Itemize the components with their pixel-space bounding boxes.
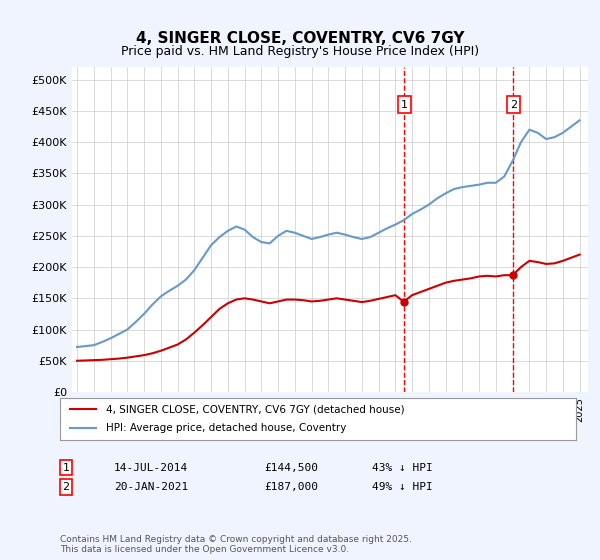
Text: 2: 2 xyxy=(510,100,517,110)
Text: Price paid vs. HM Land Registry's House Price Index (HPI): Price paid vs. HM Land Registry's House … xyxy=(121,45,479,58)
Text: 4, SINGER CLOSE, COVENTRY, CV6 7GY: 4, SINGER CLOSE, COVENTRY, CV6 7GY xyxy=(136,31,464,46)
Text: HPI: Average price, detached house, Coventry: HPI: Average price, detached house, Cove… xyxy=(106,423,347,433)
Text: 49% ↓ HPI: 49% ↓ HPI xyxy=(372,482,433,492)
Text: 20-JAN-2021: 20-JAN-2021 xyxy=(114,482,188,492)
Text: 4, SINGER CLOSE, COVENTRY, CV6 7GY (detached house): 4, SINGER CLOSE, COVENTRY, CV6 7GY (deta… xyxy=(106,404,405,414)
Text: £144,500: £144,500 xyxy=(264,463,318,473)
Text: 43% ↓ HPI: 43% ↓ HPI xyxy=(372,463,433,473)
Text: 14-JUL-2014: 14-JUL-2014 xyxy=(114,463,188,473)
Text: 2: 2 xyxy=(62,482,70,492)
Text: 1: 1 xyxy=(401,100,408,110)
Text: Contains HM Land Registry data © Crown copyright and database right 2025.
This d: Contains HM Land Registry data © Crown c… xyxy=(60,535,412,554)
Text: 1: 1 xyxy=(62,463,70,473)
Text: £187,000: £187,000 xyxy=(264,482,318,492)
